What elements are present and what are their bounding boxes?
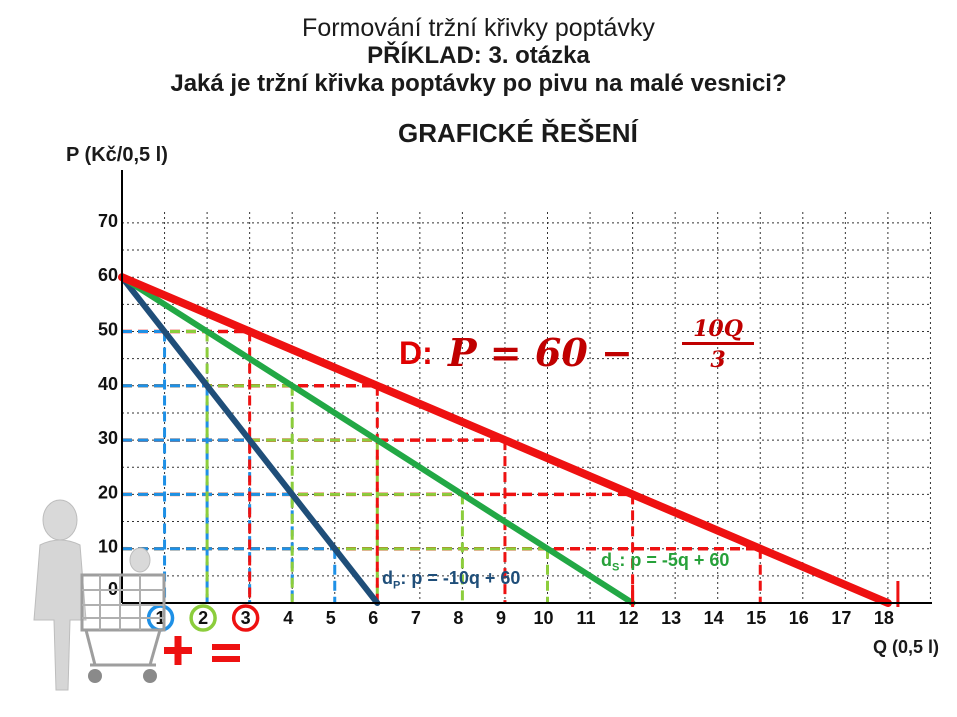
fraction-numerator: 10Q	[682, 316, 754, 345]
axes-layer	[121, 170, 932, 604]
y-tick-label: 40	[98, 374, 118, 394]
x-tick-label: 9	[496, 608, 506, 628]
x-tick-label: 13	[661, 608, 681, 628]
dp-rest: : p = -10q + 60	[400, 568, 521, 588]
x-tick-label: 17	[831, 608, 851, 628]
fraction-denominator: 3	[710, 347, 726, 373]
graphic-solution-heading: GRAFICKÉ ŘEŠENÍ	[398, 118, 638, 148]
x-tick-label: 5	[326, 608, 336, 628]
series-layer	[118, 273, 900, 607]
y-tick-label: 50	[98, 320, 118, 340]
operators	[164, 636, 240, 665]
x-axis-label: Q (0,5 l)	[873, 637, 940, 657]
market-demand-formula: P = 60 −	[448, 330, 633, 375]
dp-subscript: P	[393, 579, 401, 592]
x-tick-label: 16	[789, 608, 809, 628]
x-tick-label: 6	[368, 608, 378, 628]
x-tick-label: 18	[874, 608, 894, 628]
question-text: Jaká je tržní křivka poptávky po pivu na…	[170, 70, 787, 97]
y-tick-label: 20	[98, 482, 118, 502]
grid-layer	[122, 212, 931, 603]
y-tick-label: 30	[98, 428, 118, 448]
y-tick-label: 70	[98, 211, 118, 231]
title-block: Formování tržní křivky poptávky PŘÍKLAD:…	[0, 14, 957, 99]
series-line-dp	[119, 274, 381, 606]
y-tick-label: 60	[98, 265, 118, 285]
series-line-D	[118, 273, 892, 607]
shopper-illustration	[33, 499, 166, 691]
ds-prefix: d	[601, 550, 612, 570]
x-tick-label: 7	[411, 608, 421, 628]
x-tick-label: 14	[704, 608, 724, 628]
circled-tick-3	[231, 604, 260, 632]
ds-rest: : p = -5q + 60	[619, 550, 730, 570]
x-tick-label: 12	[619, 608, 639, 628]
dp-prefix: d	[382, 568, 393, 588]
x-tick-label: 11	[577, 608, 596, 628]
series-line-ds	[119, 274, 636, 606]
y-axis-label: P (Kč/0,5 l)	[66, 144, 168, 166]
example-label: PŘÍKLAD: 3. otázka	[367, 42, 590, 69]
y-tick-label: 10	[98, 537, 118, 557]
slide-title: Formování tržní křivky poptávky	[302, 14, 655, 42]
x-tick-label: 10	[533, 608, 553, 628]
demand-p-equation: dP: p = -10q + 60	[382, 568, 520, 592]
equals-icon	[212, 644, 240, 662]
x-tick-label: 15	[746, 608, 766, 628]
market-demand-label: D:	[399, 335, 433, 371]
market-demand-fraction: 10Q 3	[682, 316, 754, 375]
plus-icon	[164, 636, 192, 665]
demand-s-equation: dS: p = -5q + 60	[601, 550, 729, 574]
tick-labels-layer: 0102030405060701234567891011121314151617…	[98, 211, 894, 632]
circled-tick-2	[189, 604, 217, 632]
x-tick-label: 8	[453, 608, 463, 628]
x-tick-label: 4	[283, 608, 293, 628]
x-tick-label: 3	[241, 608, 251, 628]
x-tick-label: 2	[198, 608, 208, 628]
ds-subscript: S	[612, 561, 620, 574]
